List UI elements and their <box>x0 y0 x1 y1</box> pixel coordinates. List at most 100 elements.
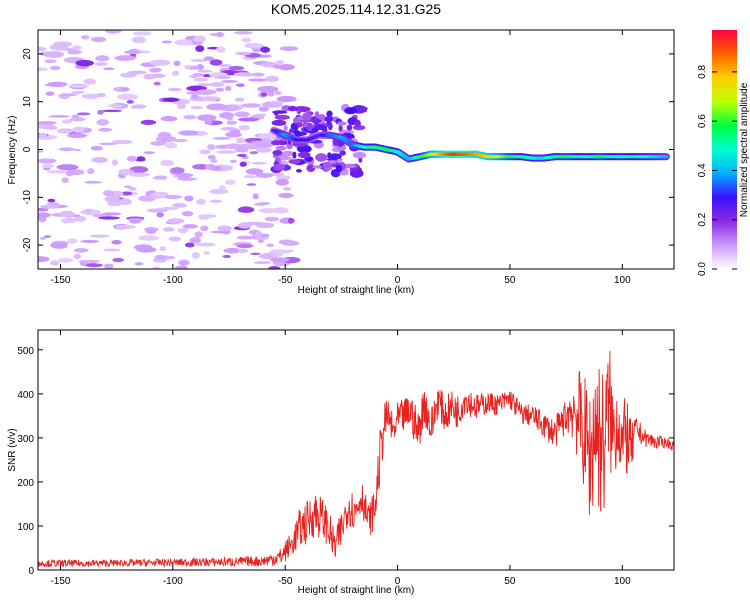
noise-blob <box>67 238 78 244</box>
noise-blob <box>235 97 245 102</box>
noise-blob <box>203 251 211 255</box>
noise-blob <box>255 146 272 153</box>
noise-blob <box>272 149 283 156</box>
noise-blob <box>161 40 173 44</box>
noise-blob <box>244 42 264 49</box>
noise-blob <box>216 32 224 38</box>
noise-blob <box>196 198 207 205</box>
noise-blob <box>182 224 199 229</box>
noise-blob <box>215 87 225 92</box>
snr-y-axis-label: SNR (v/v) <box>7 428 18 471</box>
noise-blob <box>58 147 75 151</box>
noise-blob <box>191 252 200 259</box>
noise-blob <box>237 222 252 229</box>
colorbar-tick-label: 0.6 <box>697 114 708 128</box>
noise-blob <box>78 259 101 263</box>
noise-blob <box>197 114 217 122</box>
noise-blob <box>253 261 272 264</box>
noise-blob <box>198 216 210 220</box>
noise-blob <box>111 239 122 245</box>
y-tick-label: 500 <box>17 346 34 357</box>
noise-blob <box>296 121 303 128</box>
noise-blob <box>38 132 48 139</box>
x-tick-label: 50 <box>504 275 516 286</box>
noise-blob <box>95 55 110 62</box>
noise-blob <box>236 243 254 249</box>
noise-blob <box>236 235 257 240</box>
x-tick-label: -50 <box>278 576 293 587</box>
noise-blob <box>115 224 136 229</box>
noise-blob <box>190 94 200 99</box>
noise-blob <box>69 117 86 122</box>
colorbar: 0.0 0.2 0.4 0.6 0.8 Normalized spectral ampl… <box>697 30 750 276</box>
noise-blob <box>181 210 194 217</box>
noise-blob <box>74 215 87 222</box>
noise-blob <box>127 70 148 75</box>
noise-blob <box>111 159 118 166</box>
noise-blob <box>101 212 122 216</box>
noise-blob <box>174 265 188 269</box>
noise-blob <box>217 225 232 232</box>
noise-blob <box>228 66 245 71</box>
noise-blob <box>197 69 213 73</box>
noise-blob <box>245 168 264 175</box>
noise-blob <box>120 87 129 92</box>
noise-blob <box>153 81 161 86</box>
noise-blob <box>167 87 182 92</box>
noise-blob <box>162 227 175 232</box>
noise-blob <box>59 210 75 217</box>
noise-blob <box>47 198 56 203</box>
figure-title: KOM5.2025.114.12.31.G25 <box>271 1 441 17</box>
noise-blob <box>200 225 209 232</box>
noise-blob <box>257 239 264 243</box>
noise-blob <box>44 126 58 130</box>
noise-blob <box>237 248 249 254</box>
noise-blob <box>149 59 171 66</box>
y-tick-label: 0 <box>28 566 34 577</box>
noise-blob <box>270 252 283 257</box>
noise-blob <box>188 75 199 78</box>
noise-blob <box>199 149 211 155</box>
noise-blob <box>149 67 162 73</box>
noise-blob <box>276 60 285 65</box>
noise-blob <box>38 256 50 263</box>
snr-frame <box>37 329 675 571</box>
noise-blob <box>198 214 217 218</box>
noise-blob <box>336 158 343 163</box>
noise-blob <box>71 91 85 94</box>
noise-blob <box>274 114 290 120</box>
noise-blob <box>209 59 223 66</box>
spectrogram-x-ticks: -150 -100 -50 0 50 100 <box>50 30 631 286</box>
snr-x-axis-label: Height of straight line (km) <box>298 585 415 596</box>
noise-blob <box>72 45 82 51</box>
noise-blob <box>246 183 257 186</box>
noise-blob <box>80 35 90 40</box>
noise-blob <box>84 208 92 214</box>
snr-x-ticks: -150 -100 -50 0 50 100 <box>50 330 631 587</box>
noise-blob <box>287 105 297 112</box>
noise-blob <box>273 207 289 214</box>
noise-blob <box>61 177 69 184</box>
noise-blob <box>58 257 73 263</box>
noise-blob <box>146 208 168 213</box>
y-tick-label: 10 <box>22 96 33 108</box>
noise-blob <box>183 114 197 120</box>
noise-blob <box>96 119 110 126</box>
noise-blob <box>155 254 167 260</box>
noise-blob <box>288 159 302 165</box>
noise-blob <box>38 67 48 72</box>
noise-blob <box>257 85 279 93</box>
noise-blob <box>94 62 108 66</box>
noise-blob <box>49 65 61 71</box>
noise-blob <box>205 118 213 125</box>
noise-blob <box>287 217 295 224</box>
noise-blob <box>269 249 292 254</box>
noise-blob <box>80 239 100 244</box>
noise-blob <box>248 78 268 82</box>
noise-blob <box>123 185 132 188</box>
x-tick-label: 0 <box>395 275 401 286</box>
noise-blob <box>38 46 47 52</box>
noise-blob <box>45 91 55 96</box>
noise-blob <box>269 257 290 263</box>
noise-blob <box>254 142 275 148</box>
